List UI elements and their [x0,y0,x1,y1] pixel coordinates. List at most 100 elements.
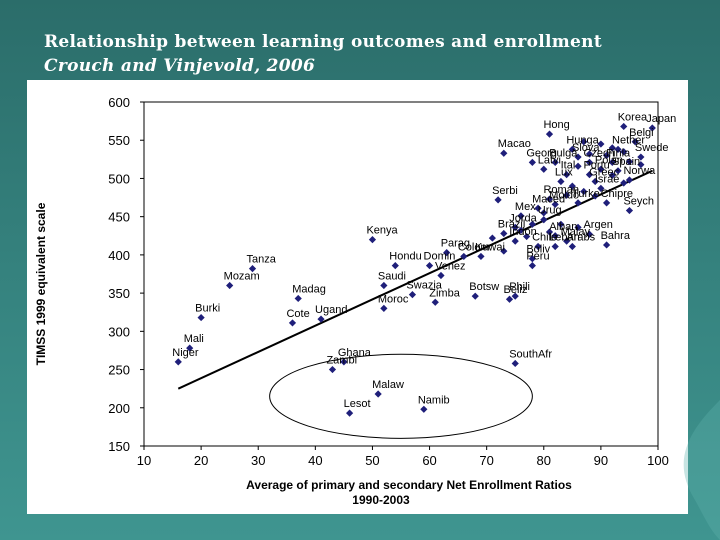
point-label: Botsw [469,281,499,293]
point-label: Israe [595,173,619,185]
data-point [528,158,536,166]
point-label: Mali [184,333,204,345]
data-point [500,229,508,238]
data-point [551,200,559,209]
data-point [431,298,439,306]
chart-panel: 10 20 30 40 50 60 70 80 90 100 150 200 250 300 350 400… [27,80,688,514]
data-point [557,220,565,228]
data-point [517,226,525,235]
data-point [477,252,485,261]
x-tick-label: 50 [365,453,379,468]
x-tick-label: 70 [479,453,493,468]
point-label: Lux [555,167,573,179]
data-point [625,158,634,166]
point-label: SouthAfr [509,348,552,360]
point-label: Seych [623,196,654,208]
data-point [563,171,571,179]
data-point [186,344,194,352]
y-tick-label: 200 [108,401,130,416]
point-label: Indon [509,226,537,238]
y-tick-label: 150 [108,439,130,454]
point-label: Czech [583,147,614,159]
point-label: Latvi [538,154,561,166]
data-point [511,223,519,231]
x-tick-label: 100 [647,453,669,468]
point-label: Venez [435,261,466,273]
point-label: Georg [526,147,557,159]
title-text: Relationship between learning outcomes a… [44,32,602,52]
data-point [608,144,616,152]
x-tick-label: 40 [308,453,322,468]
data-point [437,271,445,280]
x-axis-title: Average of primary and secondary Net Enr… [246,478,572,492]
data-point [568,182,576,190]
data-point [637,161,645,169]
x-tick-label: 30 [251,453,265,468]
slide-title: Relationship between learning outcomes a… [44,30,704,78]
point-label: Chipre [601,188,633,200]
point-label: Korea [618,111,648,123]
data-point [603,199,611,207]
point-label: Turke [572,188,600,200]
y-tick-label: 450 [108,210,130,225]
point-label: Ital [561,160,576,172]
data-point [500,247,508,255]
subtitle-text: Crouch and Vinjevold, 2006 [44,56,316,76]
y-tick-label: 600 [108,95,130,110]
data-point [528,220,536,228]
y-tick-label: 500 [108,171,130,186]
data-point [511,237,519,245]
data-point [346,409,354,417]
x-tick-label: 80 [537,453,551,468]
point-label: Mozam [224,270,260,282]
point-label: Leban [549,231,580,243]
point-label: Niger [172,347,199,359]
data-point [471,292,479,300]
point-label: Maced [532,193,565,205]
point-label: Macao [498,138,531,150]
data-point [574,223,582,231]
point-label: Cote [286,308,309,320]
data-point [528,261,536,270]
data-point [585,158,594,166]
data-point [494,196,502,204]
point-label: Slova [572,142,600,154]
data-point [597,184,605,192]
point-label: Urug [538,205,562,217]
point-label: Peru [526,251,549,263]
data-point [540,165,548,173]
point-label: Hondu [389,251,421,263]
data-point [574,153,582,161]
point-label: Namib [418,394,450,406]
data-point [511,359,519,368]
point-label: Greec [589,167,619,179]
data-point [597,165,605,173]
point-label: Spain [612,156,640,168]
point-label: Beliz [504,284,528,296]
point-label: Zambi [326,355,357,367]
point-label: Brazil [498,218,526,230]
data-point [551,232,559,240]
point-label: Belgi [629,127,653,139]
point-label: Kenya [366,225,398,237]
point-label: Jorda [509,212,537,224]
point-label: Phili [509,281,530,293]
trendline [177,169,653,390]
data-point [511,292,519,300]
y-tick-labels: 150 200 250 300 350 400 450 500 550 600 [108,95,144,454]
point-label: Ugand [315,304,347,316]
data-point [294,294,302,303]
data-point [608,158,616,166]
point-label: Ghana [338,347,372,359]
data-point [408,291,417,299]
y-tick-label: 300 [108,324,130,339]
point-label: Polan [595,154,623,166]
data-point [545,195,554,203]
data-point [517,212,525,220]
plot-border [143,101,659,447]
point-label: Parag [441,238,470,250]
point-label: Kuwai [475,241,505,253]
plot-frame [143,101,659,447]
y-tick-label: 550 [108,133,130,148]
data-point [637,153,645,161]
